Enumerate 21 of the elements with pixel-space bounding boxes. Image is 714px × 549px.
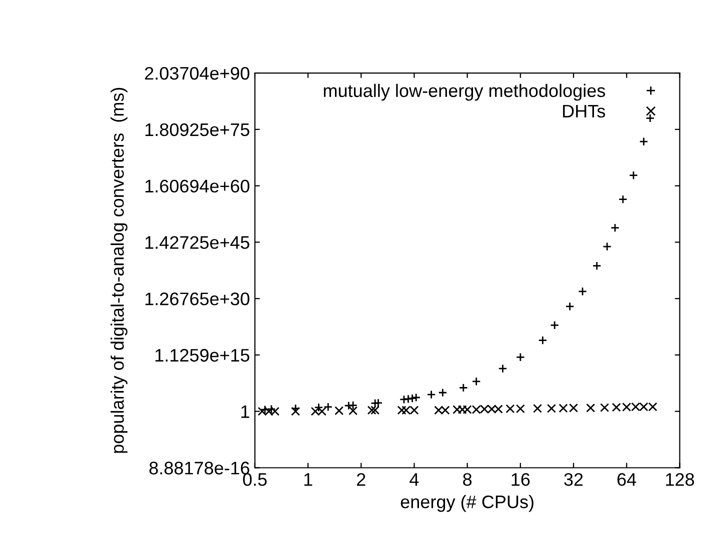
x-tick-label: 16 <box>512 473 530 486</box>
legend-label: DHTs <box>563 104 606 118</box>
x-tick-label: 8 <box>463 473 472 486</box>
x-tick-label: 64 <box>618 473 636 486</box>
y-tick-label: 1.42725e+45 <box>145 236 250 249</box>
y-tick-label: 8.88178e-16 <box>149 462 250 474</box>
y-tick-label: 1.80925e+75 <box>145 123 250 136</box>
y-tick-label: 1.26765e+30 <box>145 292 250 306</box>
legend-label: mutually low-energy methodologies <box>324 84 606 101</box>
y-tick-label: 2.03704e+90 <box>145 66 250 80</box>
x-tick-label: 0.5 <box>243 473 267 486</box>
x-tick-label: 2 <box>356 473 366 486</box>
y-tick-label: 1.1259e+15 <box>156 348 250 362</box>
y-axis-title: popularity of digital-to-analog converters (ms) <box>110 88 128 453</box>
x-tick-label: 1 <box>304 473 312 486</box>
x-tick-label: 4 <box>410 473 419 486</box>
x-axis-title: energy (# CPUs) <box>400 494 534 512</box>
y-tick-label: 1.60694e+60 <box>145 180 250 193</box>
x-tick-label: 128 <box>666 473 694 486</box>
x-tick-label: 32 <box>564 473 583 486</box>
y-tick-label: 1 <box>241 405 250 418</box>
